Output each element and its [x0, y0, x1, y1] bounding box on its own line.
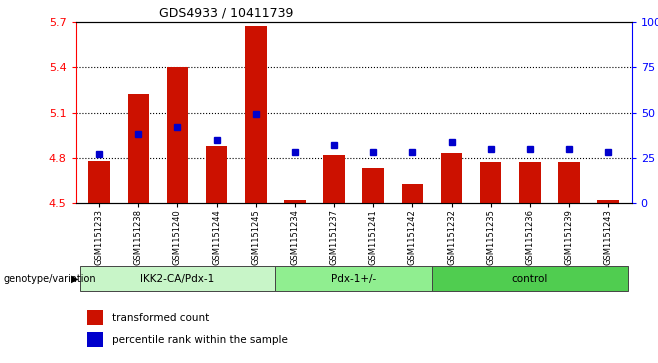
Bar: [480, 162, 501, 203]
Bar: [245, 26, 266, 203]
Text: Pdx-1+/-: Pdx-1+/-: [331, 274, 376, 284]
Bar: [323, 155, 345, 203]
Bar: [441, 153, 463, 203]
Bar: [206, 146, 228, 203]
Bar: [401, 184, 423, 203]
Text: percentile rank within the sample: percentile rank within the sample: [112, 335, 288, 345]
Text: GDS4933 / 10411739: GDS4933 / 10411739: [159, 6, 293, 19]
Bar: [128, 94, 149, 203]
Text: genotype/variation: genotype/variation: [3, 274, 96, 284]
Text: ▶: ▶: [71, 274, 78, 284]
Bar: [275, 266, 432, 291]
Bar: [284, 200, 306, 203]
Bar: [166, 67, 188, 203]
Bar: [87, 310, 103, 325]
Bar: [80, 266, 275, 291]
Bar: [363, 168, 384, 203]
Text: transformed count: transformed count: [112, 313, 209, 323]
Bar: [519, 162, 541, 203]
Bar: [558, 162, 580, 203]
Bar: [432, 266, 628, 291]
Text: control: control: [512, 274, 548, 284]
Bar: [597, 200, 619, 203]
Text: IKK2-CA/Pdx-1: IKK2-CA/Pdx-1: [140, 274, 215, 284]
Bar: [87, 332, 103, 347]
Bar: [88, 161, 110, 203]
